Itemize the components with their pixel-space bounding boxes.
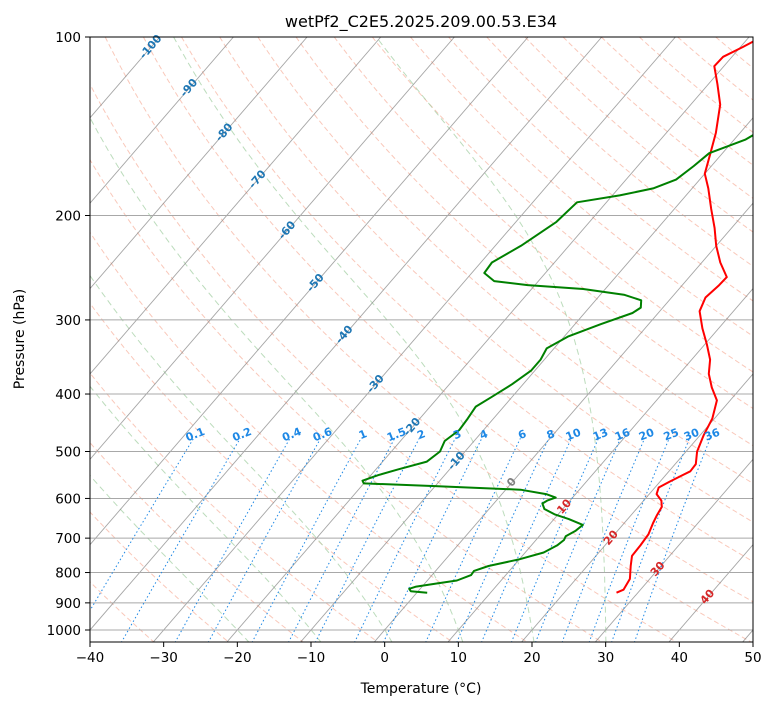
- y-tick-label: 900: [55, 596, 81, 612]
- y-tick-label: 500: [55, 444, 81, 460]
- x-axis-label: Temperature (°C): [360, 681, 482, 697]
- moist-adiabat: [90, 474, 250, 642]
- x-tick-label: 30: [597, 650, 614, 666]
- profile-lines: [361, 40, 753, 594]
- mixing-ratio-label: 2: [415, 427, 427, 442]
- mixing-ratio-label: 10: [564, 426, 583, 444]
- x-tick-label: 20: [523, 650, 540, 666]
- dry-adiabat: [90, 158, 603, 642]
- y-tick-label: 800: [55, 566, 81, 582]
- mixing-ratio-label: 36: [703, 426, 722, 444]
- moist-adiabat: [90, 116, 464, 642]
- isotherm: [373, 202, 753, 642]
- mixing-ratio-line: [511, 438, 599, 642]
- dry-adiabat: [104, 37, 752, 642]
- mixing-ratio-label: 20: [637, 426, 656, 444]
- x-tick-label: 40: [671, 650, 688, 666]
- dry-adiabat: [90, 302, 454, 642]
- isotherm: [226, 37, 750, 642]
- x-tick-label: −40: [76, 650, 105, 666]
- x-tick-label: −20: [223, 650, 252, 666]
- mixing-ratio-line: [207, 438, 322, 642]
- mixing-ratio-label: 8: [545, 427, 557, 442]
- mixing-ratio-line: [588, 438, 670, 642]
- dry-adiabat: [448, 37, 753, 302]
- isotherm: [90, 37, 529, 546]
- temperature-profile-line: [616, 40, 753, 594]
- x-tick-label: 0: [380, 650, 389, 666]
- mixing-ratio-line: [535, 438, 621, 642]
- mixing-ratio-label: 3: [451, 427, 463, 442]
- moist-adiabat: [173, 37, 535, 642]
- y-tick-label: 700: [55, 531, 81, 547]
- isotherm: [0, 37, 12, 643]
- x-tick-label: −10: [297, 650, 326, 666]
- dry-adiabat: [90, 441, 304, 642]
- chart-title: wetPf2_C2E5.2025.209.00.53.E34: [285, 12, 557, 32]
- dry-adiabat: [90, 511, 230, 642]
- isotherm: [90, 37, 234, 204]
- plot-frame: [89, 36, 754, 643]
- mixing-ratio-line: [120, 438, 241, 642]
- mixing-ratio-line: [288, 438, 396, 642]
- mixing-ratio-label: 25: [662, 426, 681, 444]
- x-tick-label: −30: [149, 650, 178, 666]
- axis-ticks: −40 −30 −20 −10 0 10 20 30 40 50 100 200 300 400 500 60…: [47, 30, 762, 666]
- y-tick-label: 400: [55, 387, 81, 403]
- mixing-ratio-line: [251, 438, 362, 642]
- y-tick-label: 1000: [47, 623, 81, 639]
- x-tick-label: 10: [450, 650, 467, 666]
- y-tick-label: 300: [55, 313, 81, 329]
- dry-adiabat: [295, 37, 753, 447]
- mixing-ratio-label: 16: [613, 426, 632, 444]
- moist-adiabat: [90, 385, 322, 642]
- dry-adiabat: [90, 83, 678, 642]
- mixing-ratio-line: [174, 438, 291, 642]
- y-tick-label: 100: [55, 30, 81, 46]
- mixing-ratio-line: [314, 438, 420, 642]
- dewpoint-profile-line: [361, 134, 753, 594]
- isotherm: [90, 37, 603, 631]
- mixing-ratio-line: [561, 438, 646, 642]
- y-tick-label: 200: [55, 209, 81, 225]
- mixing-ratio-line: [425, 438, 521, 642]
- mixing-ratio-label: 1: [357, 427, 369, 442]
- dry-adiabat: [410, 37, 753, 337]
- dry-adiabat: [257, 37, 753, 485]
- mixing-ratio-label: 13: [591, 426, 610, 444]
- dry-adiabat: [0, 37, 5, 643]
- dry-adiabat: [486, 37, 753, 267]
- dry-adiabat: [333, 37, 753, 410]
- isotherm: [521, 373, 753, 642]
- dry-adiabat: [524, 37, 753, 233]
- isotherm: [594, 458, 753, 642]
- dry-adiabat: [219, 37, 753, 523]
- y-tick-label: 600: [55, 491, 81, 507]
- isotherm: [90, 37, 455, 460]
- dry-adiabat: [600, 37, 753, 166]
- isotherm: [152, 37, 676, 642]
- mixing-ratio-label: 30: [682, 426, 701, 444]
- dry-adiabat: [181, 37, 753, 563]
- dry-adiabat: [754, 37, 775, 643]
- isotherm: [90, 37, 308, 290]
- y-axis-label: Pressure (hPa): [12, 289, 28, 389]
- dry-adiabat: [90, 231, 528, 642]
- isotherm: [447, 287, 753, 642]
- isotherm: [90, 37, 382, 375]
- x-tick-label: 50: [744, 650, 761, 666]
